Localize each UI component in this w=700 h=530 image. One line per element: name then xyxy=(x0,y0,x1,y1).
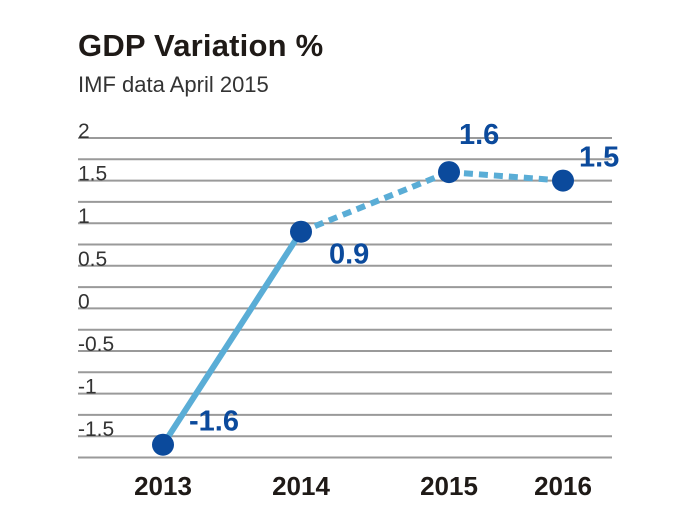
series-line-segment xyxy=(299,169,451,235)
chart-subtitle: IMF data April 2015 xyxy=(78,72,269,97)
data-point xyxy=(552,169,574,192)
x-tick-label: 2014 xyxy=(272,471,330,501)
data-point xyxy=(152,433,174,456)
y-tick-label: 2 xyxy=(78,120,90,143)
y-tick-label: 0 xyxy=(78,290,90,313)
chart-title: GDP Variation % xyxy=(78,28,324,63)
data-label: 0.9 xyxy=(329,239,369,271)
series-line-segment xyxy=(160,230,304,447)
y-tick-label: 1 xyxy=(78,205,90,228)
series-line-segment xyxy=(448,169,564,184)
data-point xyxy=(290,220,312,243)
y-tick-label: -1.5 xyxy=(78,418,114,441)
x-tick-label: 2015 xyxy=(420,471,478,501)
data-label: 1.6 xyxy=(459,119,499,151)
x-tick-label: 2016 xyxy=(534,471,592,501)
y-tick-label: -0.5 xyxy=(78,333,114,356)
data-point xyxy=(438,161,460,184)
data-label: 1.5 xyxy=(579,142,619,174)
y-tick-label: -1 xyxy=(78,376,97,399)
y-tick-label: 0.5 xyxy=(78,248,107,271)
data-label: -1.6 xyxy=(189,406,239,438)
x-tick-label: 2013 xyxy=(134,471,192,501)
y-tick-label: 1.5 xyxy=(78,163,107,186)
